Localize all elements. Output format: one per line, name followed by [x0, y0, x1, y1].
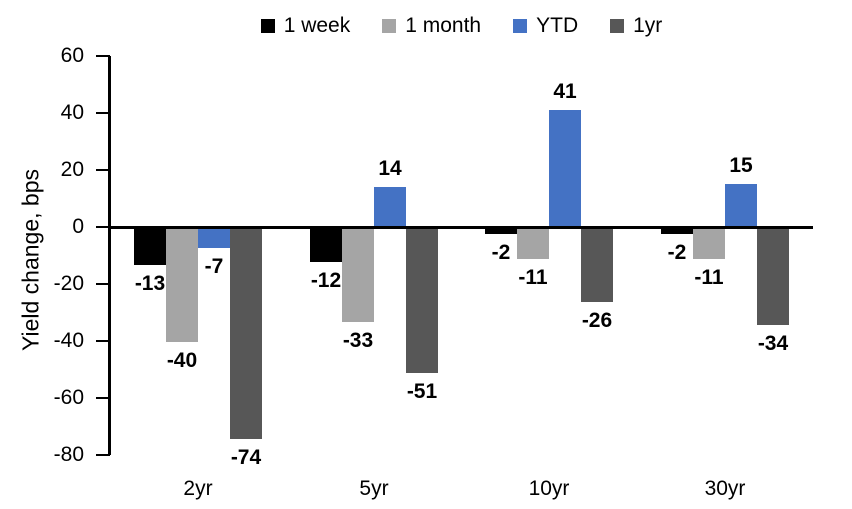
bar-value-label: -74	[230, 446, 262, 469]
bar-1yr-30yr	[757, 227, 789, 325]
chart-legend: 1 week 1 month YTD 1yr	[110, 12, 813, 40]
bar-1-week-10yr	[485, 227, 517, 234]
bar-1-month-30yr	[693, 227, 725, 259]
bar-value-label: -11	[518, 266, 548, 289]
legend-label: YTD	[536, 14, 579, 37]
bar-1-month-2yr	[166, 227, 198, 342]
bar-value-label: -40	[166, 349, 198, 372]
legend-swatch-icon	[513, 19, 528, 33]
legend-item-1-week: 1 week	[260, 14, 351, 38]
bar-YTD-5yr	[374, 187, 406, 228]
y-axis-tick	[96, 454, 110, 456]
y-axis-tick-label: 60	[60, 44, 84, 67]
y-axis-tick	[96, 55, 110, 57]
bar-1yr-5yr	[406, 227, 438, 373]
y-axis-line	[108, 56, 111, 455]
legend-item-1yr: 1yr	[610, 14, 662, 38]
x-axis-label-2yr: 2yr	[183, 477, 213, 500]
legend-label: 1 week	[283, 14, 351, 37]
bar-1-month-5yr	[342, 227, 374, 322]
bar-value-label: 41	[553, 80, 577, 103]
bar-YTD-30yr	[725, 184, 757, 228]
y-axis-tick	[96, 226, 110, 228]
y-axis-tick	[96, 169, 110, 171]
legend-item-1-month: 1 month	[382, 14, 481, 38]
y-axis-tick	[96, 397, 110, 399]
bar-value-label: -34	[757, 332, 789, 355]
zero-baseline	[110, 226, 813, 229]
x-axis-label-5yr: 5yr	[359, 477, 389, 500]
bar-value-label: 14	[378, 157, 402, 180]
bar-value-label: -51	[406, 380, 438, 403]
bar-1yr-10yr	[581, 227, 613, 302]
bar-1-week-30yr	[661, 227, 693, 234]
bar-1-month-10yr	[517, 227, 549, 259]
y-axis-tick	[96, 340, 110, 342]
y-axis-tick-label: 40	[60, 101, 84, 124]
y-axis-tick-label: -40	[53, 329, 84, 352]
bar-1-week-2yr	[134, 227, 166, 265]
bar-value-label: -26	[581, 309, 613, 332]
bar-value-label: -2	[667, 241, 687, 264]
y-axis-tick-label: -60	[53, 386, 84, 409]
y-axis-tick-label: -80	[53, 443, 84, 466]
y-axis-tick-label: 0	[72, 215, 84, 238]
bar-value-label: -7	[204, 255, 224, 278]
y-axis-tick	[96, 283, 110, 285]
x-axis-label-10yr: 10yr	[528, 477, 570, 500]
x-axis-label-30yr: 30yr	[704, 477, 746, 500]
bar-value-label: 15	[729, 154, 753, 177]
bar-value-label: -12	[310, 269, 342, 292]
legend-swatch-icon	[610, 19, 625, 33]
legend-label: 1 month	[405, 14, 482, 37]
bar-YTD-10yr	[549, 110, 581, 228]
bar-1yr-2yr	[230, 227, 262, 439]
bar-value-label: -13	[134, 272, 166, 295]
y-axis-tick-label: 20	[60, 158, 84, 181]
y-axis-tick-label: -20	[53, 272, 84, 295]
legend-item-YTD: YTD	[513, 14, 578, 38]
bar-value-label: -33	[342, 329, 374, 352]
bar-value-label: -11	[694, 266, 724, 289]
bar-1-week-5yr	[310, 227, 342, 262]
bar-value-label: -2	[491, 241, 511, 264]
legend-swatch-icon	[382, 19, 397, 33]
legend-swatch-icon	[260, 19, 275, 33]
legend-label: 1yr	[633, 14, 663, 37]
y-axis-tick	[96, 112, 110, 114]
bar-YTD-2yr	[198, 227, 230, 248]
